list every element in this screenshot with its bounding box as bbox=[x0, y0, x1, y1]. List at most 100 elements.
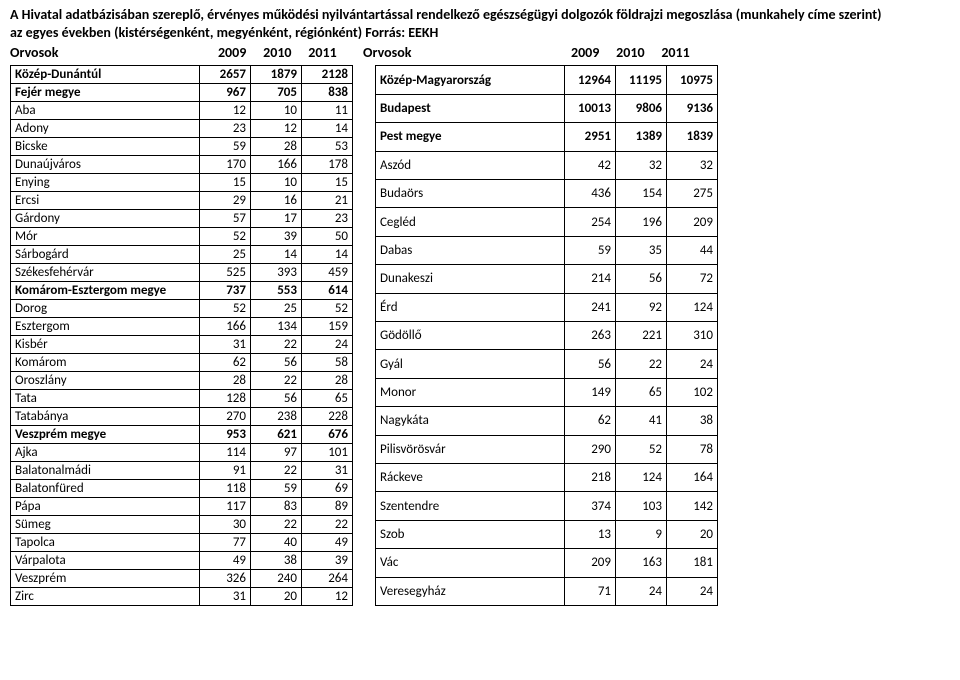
row-value: 65 bbox=[616, 378, 667, 406]
row-value: 166 bbox=[251, 156, 302, 174]
row-value: 124 bbox=[667, 293, 718, 321]
table-row: Aszód423232 bbox=[376, 151, 718, 179]
row-name: Pápa bbox=[11, 498, 200, 516]
row-name: Szob bbox=[376, 520, 565, 548]
table-row: Budaörs436154275 bbox=[376, 180, 718, 208]
row-name: Veszprém bbox=[11, 570, 200, 588]
row-value: 181 bbox=[667, 549, 718, 577]
table-row: Dunaújváros170166178 bbox=[11, 156, 353, 174]
row-value: 154 bbox=[616, 180, 667, 208]
table-row: Kisbér312224 bbox=[11, 336, 353, 354]
row-value: 83 bbox=[251, 498, 302, 516]
row-name: Esztergom bbox=[11, 318, 200, 336]
row-value: 71 bbox=[565, 577, 616, 606]
row-value: 12 bbox=[200, 102, 251, 120]
row-name: Közép-Dunántúl bbox=[11, 66, 200, 84]
row-value: 275 bbox=[667, 180, 718, 208]
row-name: Tata bbox=[11, 390, 200, 408]
row-value: 17 bbox=[251, 210, 302, 228]
row-value: 22 bbox=[251, 372, 302, 390]
row-value: 56 bbox=[616, 265, 667, 293]
row-value: 89 bbox=[302, 498, 353, 516]
table-row: Cegléd254196209 bbox=[376, 208, 718, 236]
row-value: 28 bbox=[200, 372, 251, 390]
row-value: 49 bbox=[302, 534, 353, 552]
row-name: Pest megye bbox=[376, 123, 565, 151]
row-name: Mór bbox=[11, 228, 200, 246]
table-row: Komárom-Esztergom megye737553614 bbox=[11, 282, 353, 300]
row-value: 10 bbox=[251, 102, 302, 120]
row-name: Monor bbox=[376, 378, 565, 406]
row-value: 44 bbox=[667, 236, 718, 264]
table-row: Ráckeve218124164 bbox=[376, 464, 718, 492]
row-value: 14 bbox=[251, 246, 302, 264]
row-name: Kisbér bbox=[11, 336, 200, 354]
row-value: 16 bbox=[251, 192, 302, 210]
row-value: 10 bbox=[251, 174, 302, 192]
row-value: 12 bbox=[251, 120, 302, 138]
row-value: 967 bbox=[200, 84, 251, 102]
table-row: Ajka11497101 bbox=[11, 444, 353, 462]
row-value: 159 bbox=[302, 318, 353, 336]
row-value: 13 bbox=[565, 520, 616, 548]
row-value: 24 bbox=[302, 336, 353, 354]
row-value: 28 bbox=[302, 372, 353, 390]
row-value: 310 bbox=[667, 322, 718, 350]
row-name: Sárbogárd bbox=[11, 246, 200, 264]
row-value: 838 bbox=[302, 84, 353, 102]
row-value: 114 bbox=[200, 444, 251, 462]
table-row: Tata1285665 bbox=[11, 390, 353, 408]
table-row: Tatabánya270238228 bbox=[11, 408, 353, 426]
row-value: 10975 bbox=[667, 66, 718, 94]
row-name: Gödöllő bbox=[376, 322, 565, 350]
row-value: 221 bbox=[616, 322, 667, 350]
row-value: 21 bbox=[302, 192, 353, 210]
row-name: Aszód bbox=[376, 151, 565, 179]
table-row: Székesfehérvár525393459 bbox=[11, 264, 353, 282]
row-value: 238 bbox=[251, 408, 302, 426]
row-value: 59 bbox=[200, 138, 251, 156]
row-value: 52 bbox=[302, 300, 353, 318]
row-name: Sümeg bbox=[11, 516, 200, 534]
row-value: 459 bbox=[302, 264, 353, 282]
row-value: 676 bbox=[302, 426, 353, 444]
table-row: Balatonalmádi912231 bbox=[11, 462, 353, 480]
row-value: 38 bbox=[667, 407, 718, 435]
row-value: 149 bbox=[565, 378, 616, 406]
row-value: 196 bbox=[616, 208, 667, 236]
row-value: 39 bbox=[302, 552, 353, 570]
table-row: Zirc312012 bbox=[11, 588, 353, 606]
row-value: 53 bbox=[302, 138, 353, 156]
table-row: Gödöllő263221310 bbox=[376, 322, 718, 350]
header-label-right: Orvosok bbox=[363, 44, 423, 61]
row-value: 62 bbox=[565, 407, 616, 435]
row-value: 23 bbox=[302, 210, 353, 228]
year-2009-right: 2009 bbox=[557, 44, 599, 61]
year-2011-right: 2011 bbox=[648, 44, 690, 61]
header-label-left: Orvosok bbox=[10, 44, 70, 61]
row-value: 35 bbox=[616, 236, 667, 264]
row-value: 31 bbox=[200, 588, 251, 606]
row-value: 69 bbox=[302, 480, 353, 498]
title-line-2: az egyes években (kistérségenként, megyé… bbox=[10, 24, 950, 42]
row-value: 1389 bbox=[616, 123, 667, 151]
table-row: Bicske592853 bbox=[11, 138, 353, 156]
row-value: 614 bbox=[302, 282, 353, 300]
row-value: 31 bbox=[200, 336, 251, 354]
row-value: 25 bbox=[200, 246, 251, 264]
row-value: 41 bbox=[616, 407, 667, 435]
row-name: Zirc bbox=[11, 588, 200, 606]
row-value: 270 bbox=[200, 408, 251, 426]
row-value: 52 bbox=[200, 300, 251, 318]
table-row: Ercsi291621 bbox=[11, 192, 353, 210]
row-value: 621 bbox=[251, 426, 302, 444]
row-value: 15 bbox=[200, 174, 251, 192]
row-value: 1839 bbox=[667, 123, 718, 151]
title-line-1: A Hivatal adatbázisában szereplő, érvény… bbox=[10, 6, 950, 24]
row-value: 39 bbox=[251, 228, 302, 246]
row-name: Veresegyház bbox=[376, 577, 565, 606]
row-value: 29 bbox=[200, 192, 251, 210]
row-value: 264 bbox=[302, 570, 353, 588]
row-value: 22 bbox=[251, 336, 302, 354]
row-name: Tatabánya bbox=[11, 408, 200, 426]
